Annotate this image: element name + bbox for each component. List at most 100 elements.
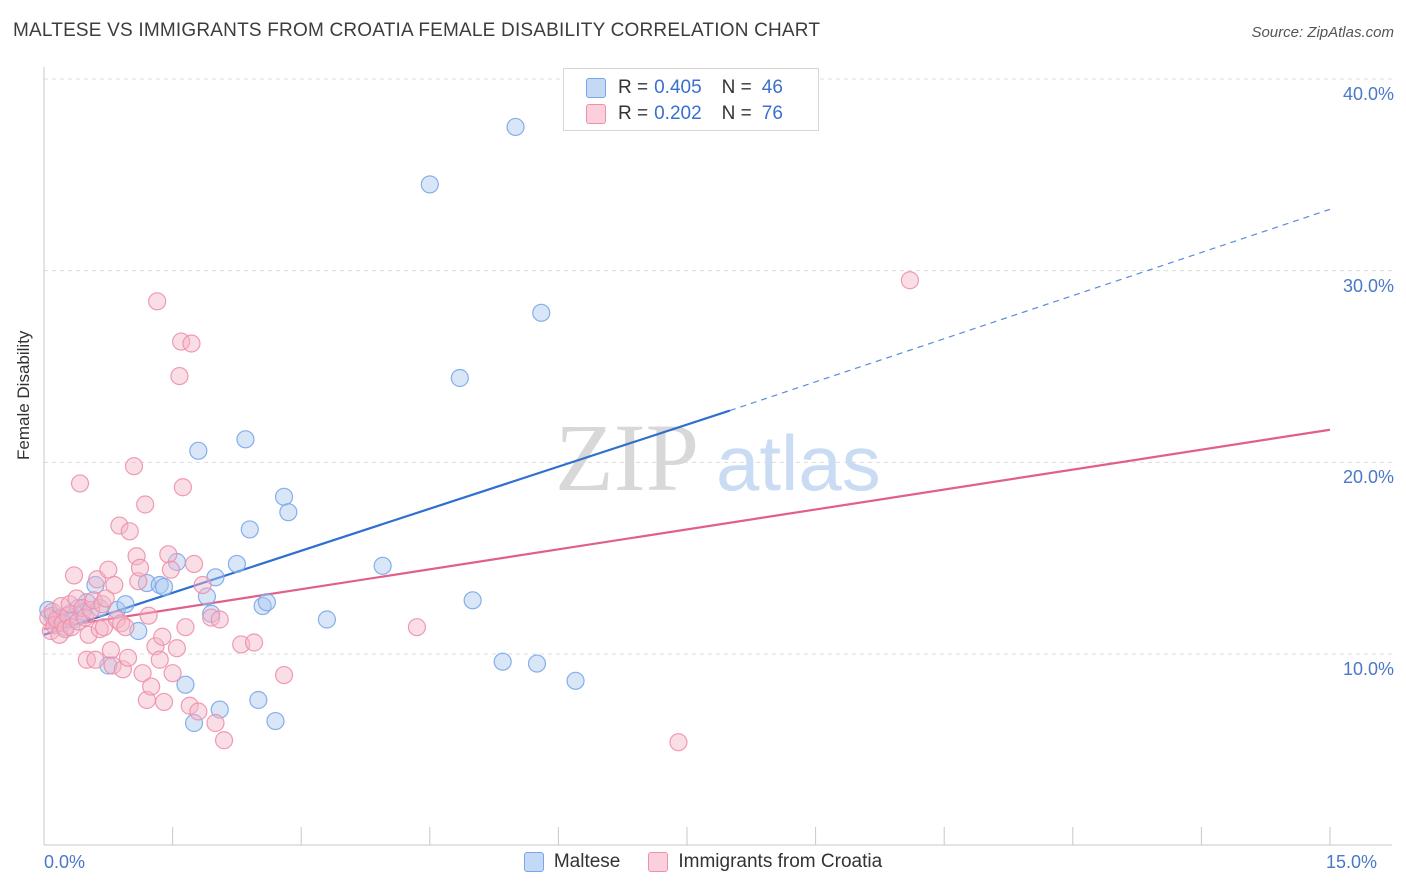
bottom-legend-swatch-maltese xyxy=(523,852,544,872)
croatia-point xyxy=(110,516,129,535)
y-axis-label: Female Disability xyxy=(14,330,33,460)
legend-swatch-maltese xyxy=(586,78,606,98)
croatia-point xyxy=(139,606,158,625)
maltese-point xyxy=(274,487,294,506)
croatia-point xyxy=(101,641,120,660)
x-tick-label-min: 0.0% xyxy=(44,852,86,872)
croatia-point xyxy=(407,618,427,637)
maltese-point xyxy=(176,675,195,694)
maltese-point xyxy=(420,175,439,194)
croatia-point xyxy=(153,627,172,646)
maltese-point xyxy=(373,556,392,575)
bottom-legend-label-croatia: Immigrants from Croatia xyxy=(678,851,883,872)
y-tick-label: 40.0% xyxy=(1342,84,1394,104)
maltese-point xyxy=(154,577,174,597)
croatia-point xyxy=(173,478,192,497)
maltese-trend-extension xyxy=(729,208,1331,412)
croatia-point xyxy=(193,575,212,595)
maltese-point xyxy=(257,593,277,612)
croatia-point xyxy=(142,677,161,696)
watermark-zip: ZIP xyxy=(555,404,699,511)
croatia-point xyxy=(70,474,90,493)
maltese-point xyxy=(236,430,255,449)
legend-swatch-croatia xyxy=(586,104,606,124)
croatia-point xyxy=(79,625,98,644)
bottom-legend: Maltese Immigrants from Croatia xyxy=(0,851,1406,873)
croatia-point xyxy=(105,575,124,595)
legend: R = 0.405 N = 46 R = 0.202 N = 76 xyxy=(563,68,819,131)
maltese-point xyxy=(249,690,268,710)
maltese-point xyxy=(493,652,512,671)
croatia-point xyxy=(113,660,132,679)
croatia-point xyxy=(214,731,234,750)
croatia-point xyxy=(163,664,182,683)
bottom-legend-maltese: Maltese xyxy=(523,851,621,873)
croatia-point xyxy=(148,292,167,311)
grid-lines xyxy=(44,78,1392,655)
croatia-point xyxy=(176,618,195,637)
maltese-point xyxy=(463,591,482,610)
chart-title: MALTESE VS IMMIGRANTS FROM CROATIA FEMAL… xyxy=(13,20,821,41)
maltese-point xyxy=(506,117,525,137)
croatia-point xyxy=(127,547,146,566)
watermark-atlas: atlas xyxy=(716,419,881,507)
maltese-trend-line xyxy=(43,409,731,636)
maltese-point xyxy=(227,554,246,574)
croatia-point xyxy=(133,664,152,683)
bottom-legend-label-maltese: Maltese xyxy=(553,851,621,872)
trend-lines xyxy=(43,208,1331,636)
maltese-point xyxy=(532,303,551,322)
croatia-point xyxy=(161,560,180,579)
croatia-point xyxy=(120,522,139,541)
data-points xyxy=(39,117,920,752)
legend-row-croatia: R = 0.202 N = 76 xyxy=(586,102,783,126)
y-tick-label: 10.0% xyxy=(1342,659,1394,679)
croatia-point xyxy=(150,650,169,669)
croatia-point xyxy=(96,589,115,608)
croatia-point xyxy=(124,457,144,476)
legend-n-value: 76 xyxy=(761,103,783,124)
croatia-point xyxy=(210,610,229,629)
legend-r-label: R = xyxy=(618,77,649,98)
maltese-point xyxy=(279,503,298,522)
croatia-point xyxy=(184,554,204,574)
legend-r-value: 0.202 xyxy=(654,103,702,124)
croatia-trend-line xyxy=(43,428,1331,631)
bottom-legend-swatch-croatia xyxy=(648,852,669,872)
legend-r-label: R = xyxy=(618,103,649,124)
croatia-point xyxy=(64,566,84,585)
croatia-point xyxy=(130,558,150,577)
croatia-point xyxy=(103,656,122,675)
croatia-point xyxy=(182,334,201,353)
maltese-point xyxy=(197,587,216,606)
croatia-point xyxy=(86,650,105,669)
croatia-point xyxy=(189,702,208,721)
maltese-point xyxy=(566,671,585,690)
axes xyxy=(43,67,1392,846)
croatia-point xyxy=(93,595,112,614)
watermark: ZIP atlas xyxy=(555,404,881,511)
croatia-point xyxy=(274,665,294,685)
croatia-point xyxy=(116,618,135,637)
croatia-point xyxy=(244,633,264,652)
croatia-point xyxy=(99,560,118,579)
maltese-point xyxy=(527,654,547,673)
croatia-point xyxy=(167,639,186,658)
croatia-point xyxy=(136,495,155,514)
chart-source: Source: ZipAtlas.com xyxy=(1251,24,1394,41)
maltese-point xyxy=(189,441,208,460)
y-tick-label: 20.0% xyxy=(1342,467,1394,488)
maltese-point xyxy=(450,368,469,388)
croatia-point xyxy=(129,572,148,591)
maltese-point xyxy=(184,713,204,733)
croatia-point xyxy=(159,545,178,564)
legend-n-label: N = xyxy=(721,103,752,124)
croatia-point xyxy=(170,366,189,386)
legend-n-value: 46 xyxy=(761,77,783,98)
croatia-point xyxy=(154,692,174,712)
croatia-point xyxy=(118,648,138,667)
croatia-point xyxy=(900,271,920,290)
croatia-point xyxy=(206,713,225,733)
legend-r-value: 0.405 xyxy=(654,77,702,98)
